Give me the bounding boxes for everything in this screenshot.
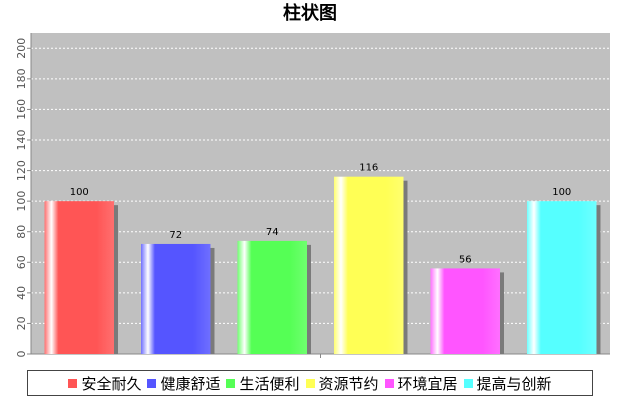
legend-item: 安全耐久 bbox=[68, 373, 141, 394]
bar bbox=[44, 201, 114, 354]
legend-label: 安全耐久 bbox=[81, 374, 142, 393]
legend-label: 提高与创新 bbox=[476, 374, 552, 393]
legend-item: 健康舒适 bbox=[147, 373, 220, 394]
bar bbox=[334, 176, 404, 354]
legend-label: 健康舒适 bbox=[160, 374, 221, 393]
data-label: 56 bbox=[459, 254, 472, 265]
legend-item: 环境宜居 bbox=[384, 373, 458, 394]
y-tick-label: 40 bbox=[15, 286, 28, 300]
legend-swatch bbox=[463, 378, 473, 388]
bar bbox=[430, 268, 500, 354]
legend-item: 生活便利 bbox=[226, 373, 300, 394]
legend-swatch bbox=[147, 378, 157, 388]
y-tick-label: 100 bbox=[15, 191, 28, 212]
y-tick-label: 20 bbox=[15, 316, 28, 330]
bar bbox=[527, 201, 597, 354]
legend-label: 资源节约 bbox=[318, 374, 379, 393]
legend-item: 资源节约 bbox=[305, 373, 379, 394]
legend-item: 提高与创新 bbox=[463, 373, 552, 394]
chart-title: 柱状图 bbox=[283, 3, 337, 24]
data-label: 100 bbox=[70, 187, 89, 198]
chart-legend: 安全耐久 健康舒适 生活便利 资源节约 环境宜居 提高与创新 bbox=[27, 370, 593, 396]
bar bbox=[141, 243, 211, 354]
data-label: 72 bbox=[169, 230, 182, 241]
y-tick-label: 80 bbox=[15, 225, 28, 239]
legend-swatch bbox=[305, 378, 315, 388]
y-tick-label: 200 bbox=[15, 38, 28, 59]
y-tick-label: 120 bbox=[15, 160, 28, 181]
y-tick-label: 60 bbox=[15, 255, 28, 269]
legend-label: 环境宜居 bbox=[397, 374, 458, 393]
data-label: 100 bbox=[552, 187, 571, 198]
y-tick-label: 160 bbox=[15, 99, 28, 120]
legend-swatch bbox=[68, 378, 78, 388]
plot-background bbox=[31, 33, 610, 354]
y-tick-label: 0 bbox=[15, 351, 28, 358]
legend-swatch bbox=[384, 378, 394, 388]
data-label: 116 bbox=[359, 163, 378, 174]
legend-label: 生活便利 bbox=[239, 374, 300, 393]
bar-chart: 0 20 40 60 80 100 120 140 160 180 200 100 72 74 116 56 1… bbox=[15, 33, 610, 358]
legend-swatch bbox=[226, 378, 236, 388]
y-tick-label: 180 bbox=[15, 68, 28, 89]
y-tick-label: 140 bbox=[15, 130, 28, 151]
bar bbox=[237, 240, 307, 354]
data-label: 74 bbox=[266, 227, 279, 238]
